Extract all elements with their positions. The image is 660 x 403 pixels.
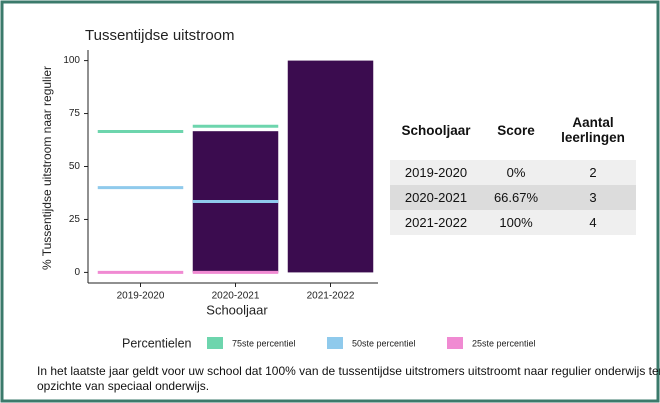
legend-swatch xyxy=(327,337,343,349)
chart-title: Tussentijdse uitstroom xyxy=(85,27,235,44)
table-cell: 2019-2020 xyxy=(390,160,482,185)
table-header: Aantal leerlingen xyxy=(550,100,636,160)
table-cell: 2020-2021 xyxy=(390,185,482,210)
legend-label: 75ste percentiel xyxy=(232,338,296,348)
table-cell: 100% xyxy=(482,210,550,235)
x-axis-label: Schooljaar xyxy=(206,302,268,317)
table-row: 2020-2021 66.67% 3 xyxy=(390,185,636,210)
legend-label: 50ste percentiel xyxy=(352,338,416,348)
x-tick-label: 2020-2021 xyxy=(212,291,260,302)
y-tick-label: 75 xyxy=(69,108,81,119)
legend-swatch xyxy=(207,337,223,349)
x-tick-label: 2019-2020 xyxy=(117,291,165,302)
x-tick-label: 2021-2022 xyxy=(307,291,355,302)
table-row: 2021-2022 100% 4 xyxy=(390,210,636,235)
y-tick-label: 0 xyxy=(74,267,80,278)
y-tick-label: 100 xyxy=(63,55,80,66)
table-row: 2019-2020 0% 2 xyxy=(390,160,636,185)
table-cell: 3 xyxy=(550,185,636,210)
legend-title: Percentielen xyxy=(122,336,192,350)
y-tick-label: 25 xyxy=(69,214,81,225)
note: In het laatste jaar geldt voor uw school… xyxy=(37,364,660,393)
table-cell: 0% xyxy=(482,160,550,185)
table-cell: 2 xyxy=(550,160,636,185)
table-cell: 2021-2022 xyxy=(390,210,482,235)
y-tick-label: 50 xyxy=(69,161,81,172)
bar xyxy=(287,60,374,273)
table-cell: 4 xyxy=(550,210,636,235)
legend-swatch xyxy=(447,337,463,349)
y-axis-label: % Tussentijdse uitstroom naar regulier xyxy=(40,66,54,270)
score-table: Schooljaar Score Aantal leerlingen 2019-… xyxy=(390,100,636,235)
table-header: Schooljaar xyxy=(390,100,482,160)
legend-label: 25ste percentiel xyxy=(472,338,536,348)
table-header: Score xyxy=(482,100,550,160)
table-cell: 66.67% xyxy=(482,185,550,210)
